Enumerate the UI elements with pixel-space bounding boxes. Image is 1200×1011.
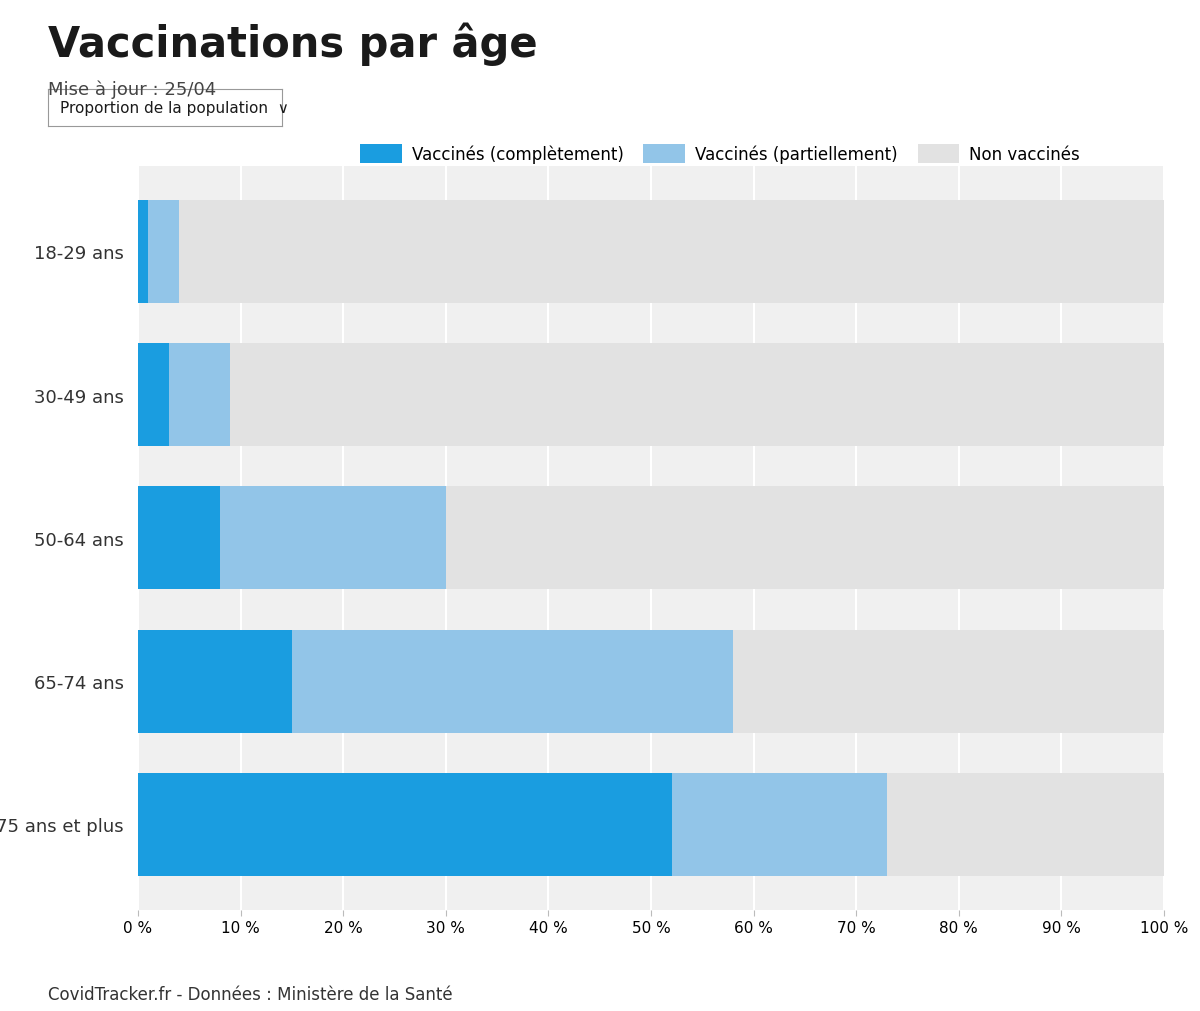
Bar — [169, 344, 230, 447]
Bar — [733, 630, 1164, 733]
Bar — [887, 773, 1164, 877]
Bar — [138, 487, 220, 589]
Bar — [672, 773, 887, 877]
Text: Mise à jour : 25/04: Mise à jour : 25/04 — [48, 81, 216, 99]
Bar — [292, 630, 733, 733]
Bar — [179, 200, 1164, 303]
Bar — [446, 487, 1164, 589]
Text: Proportion de la population  ∨: Proportion de la population ∨ — [60, 101, 288, 115]
Bar — [138, 344, 169, 447]
Legend: Vaccinés (complètement), Vaccinés (partiellement), Non vaccinés: Vaccinés (complètement), Vaccinés (parti… — [353, 137, 1087, 170]
Bar — [149, 200, 179, 303]
Bar — [138, 630, 292, 733]
Text: CovidTracker.fr - Données : Ministère de la Santé: CovidTracker.fr - Données : Ministère de… — [48, 985, 452, 1003]
Bar — [138, 200, 149, 303]
Bar — [138, 773, 672, 877]
Bar — [230, 344, 1164, 447]
Text: Vaccinations par âge: Vaccinations par âge — [48, 22, 538, 66]
Bar — [220, 487, 446, 589]
